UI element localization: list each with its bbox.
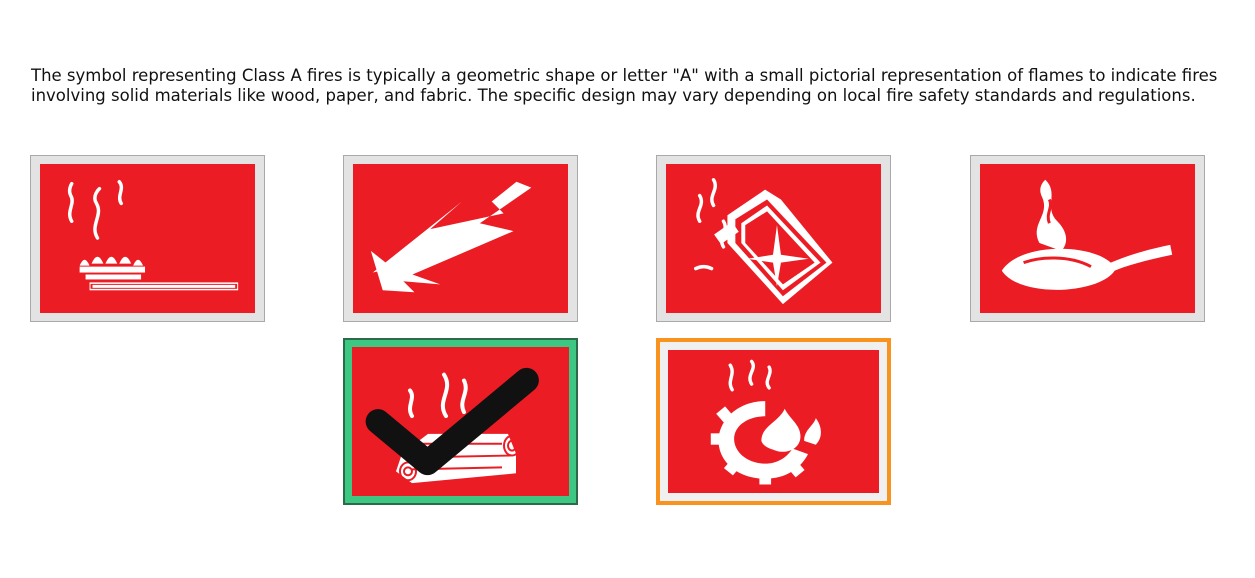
check-icon	[365, 367, 539, 476]
option-card-electrical[interactable]	[343, 155, 578, 322]
frying-pan-fire-icon	[1001, 179, 1173, 290]
option-card-cooking-oil[interactable]	[970, 155, 1205, 322]
lightning-arrow-icon	[370, 181, 532, 293]
gas-burner-fire-icon	[67, 180, 239, 291]
red-sign-panel	[668, 350, 879, 493]
red-sign-panel	[666, 164, 881, 313]
option-card-flammable-liquid[interactable]	[656, 155, 891, 322]
option-card-gas-burner[interactable]	[30, 155, 265, 322]
jerrycan-fire-icon	[693, 178, 833, 305]
red-sign-panel	[980, 164, 1195, 313]
option-card-solid-wood[interactable]	[343, 338, 578, 505]
option-card-metal-industrial[interactable]	[656, 338, 891, 505]
question-prompt: The symbol representing Class A fires is…	[31, 66, 1218, 105]
gear-fire-icon	[710, 359, 821, 485]
red-sign-panel	[353, 164, 568, 313]
red-sign-panel	[40, 164, 255, 313]
